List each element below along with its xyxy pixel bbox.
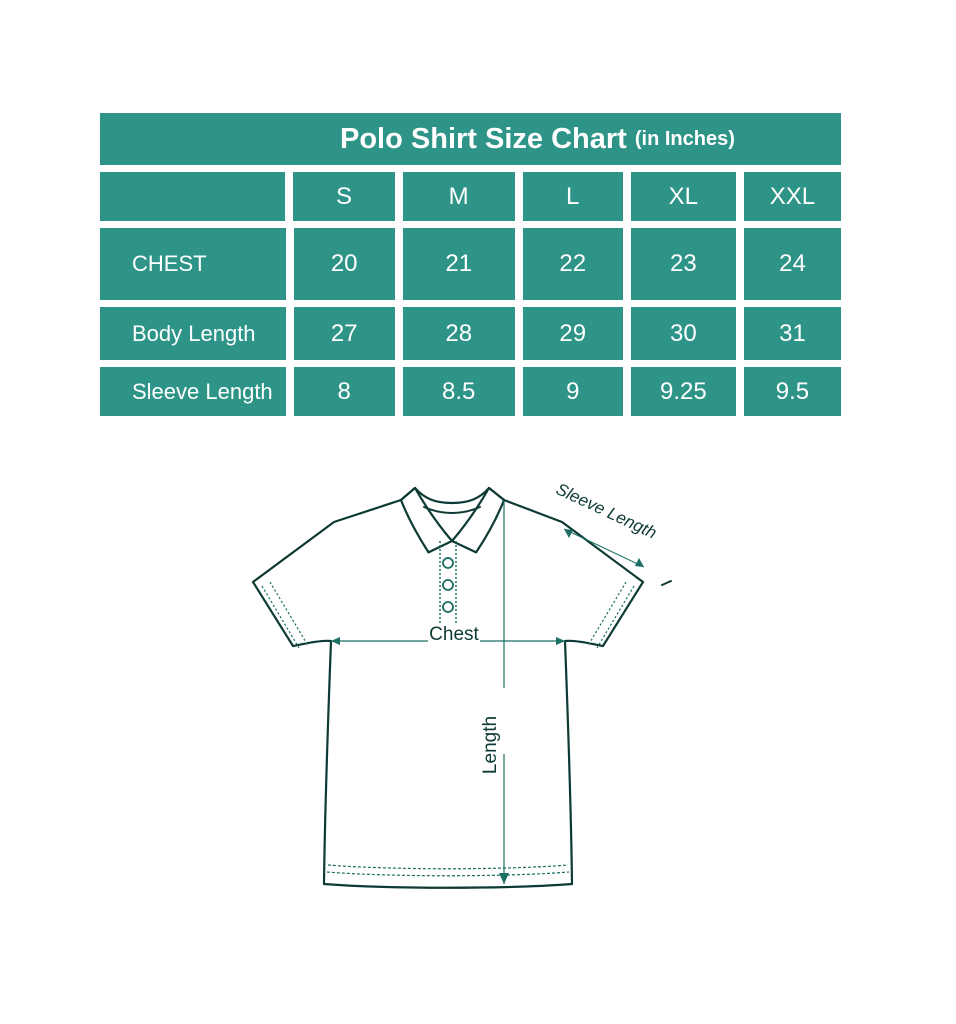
- svg-text:Length: Length: [480, 716, 501, 774]
- svg-text:Chest: Chest: [429, 624, 479, 645]
